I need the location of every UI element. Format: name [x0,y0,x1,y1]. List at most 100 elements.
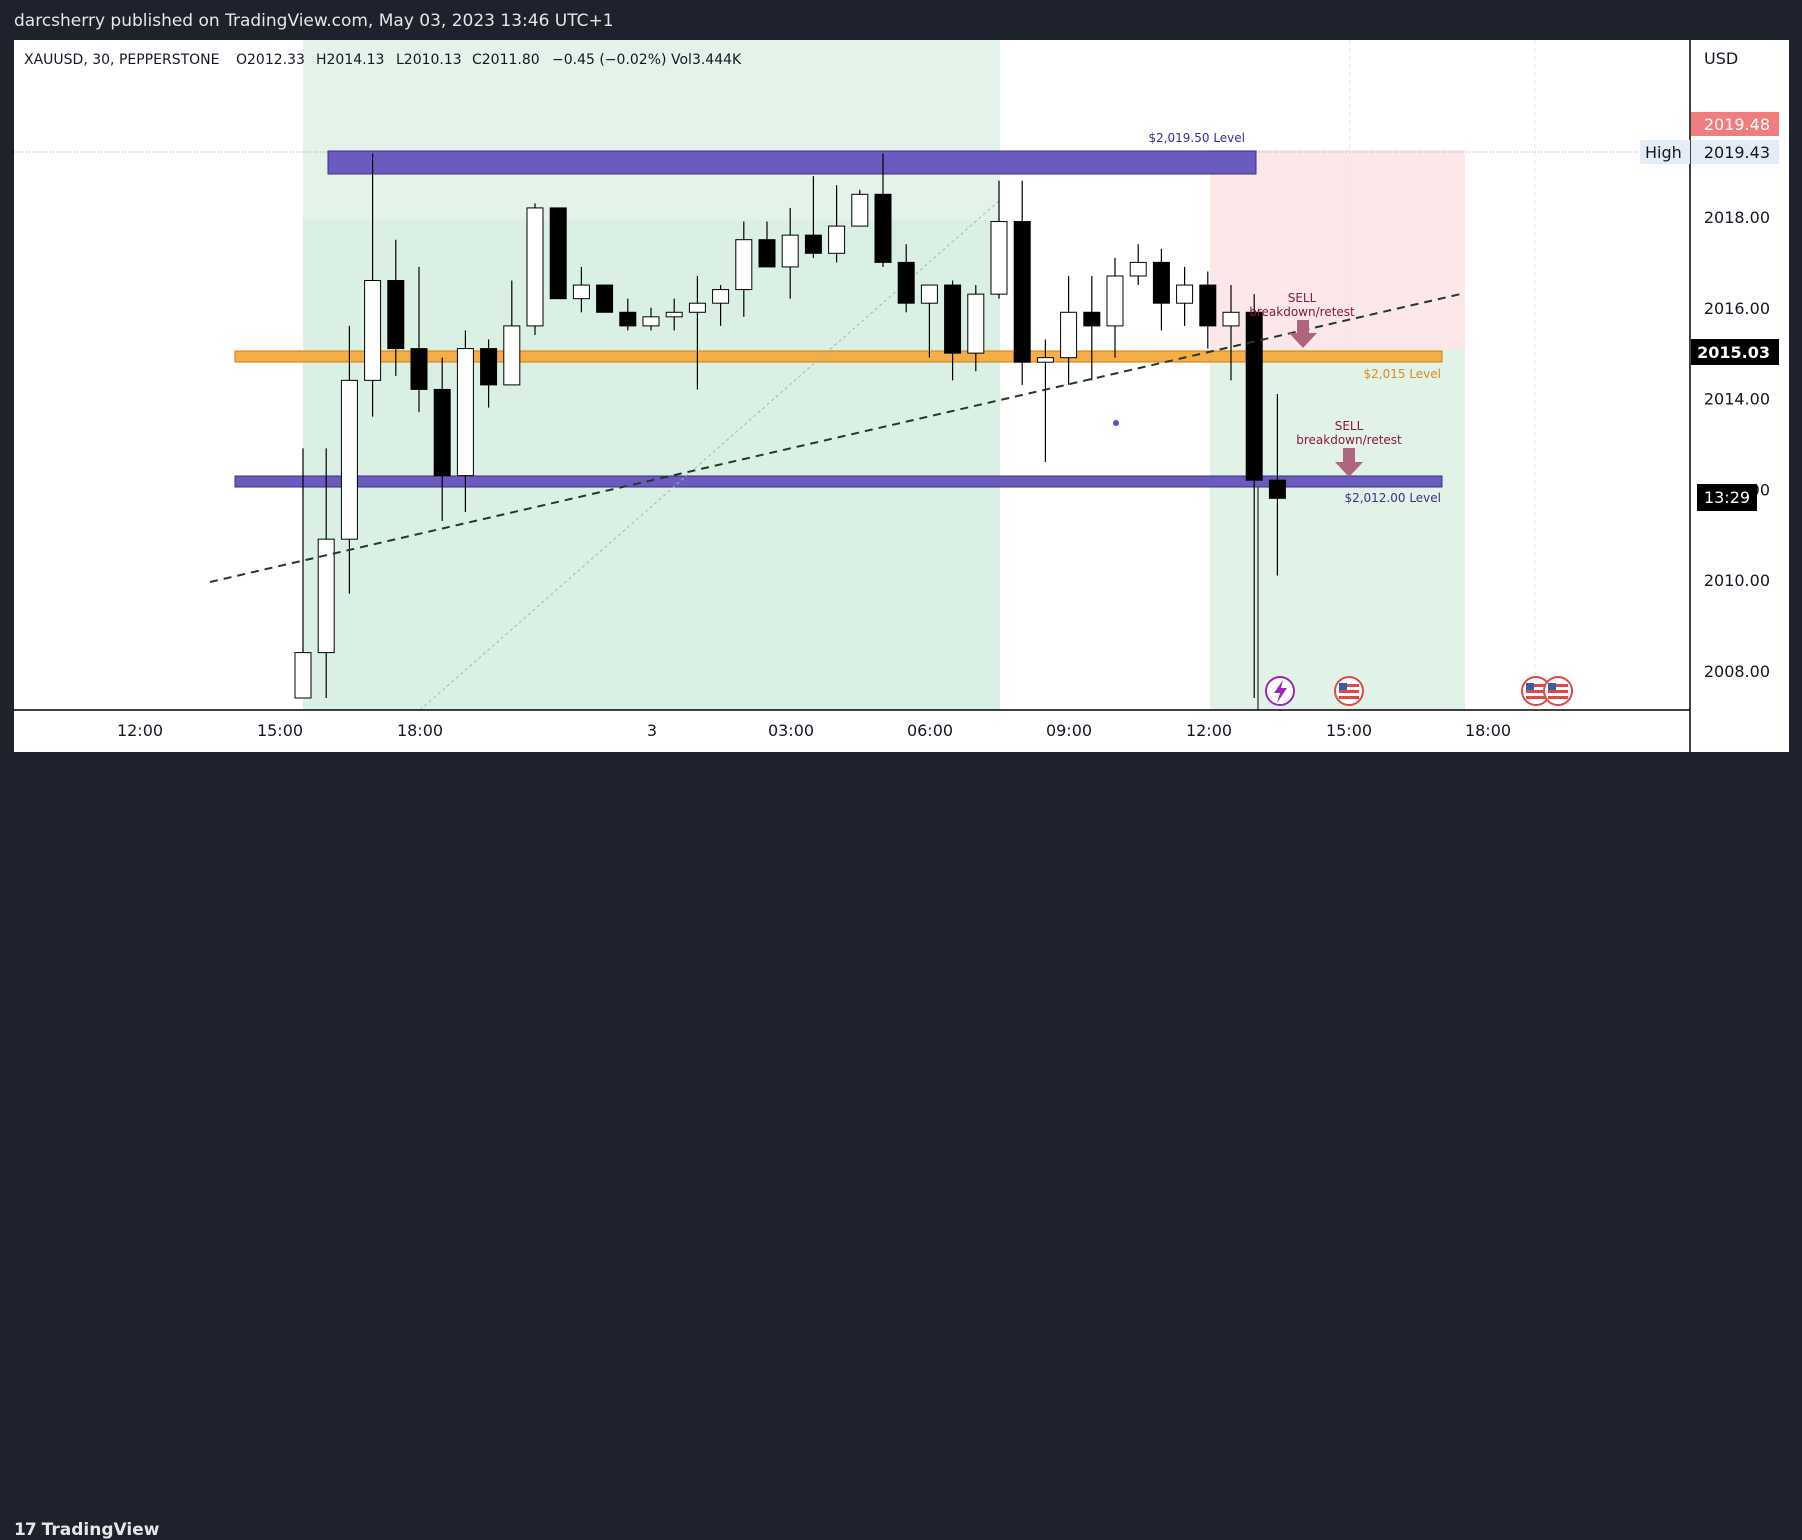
time-tick-label: 15:00 [257,721,303,740]
candle-body[interactable] [758,239,776,268]
tradingview-brand: TradingView [41,1520,160,1540]
candle-body[interactable] [1152,261,1170,304]
chart-canvas[interactable]: $2,019.50 Level $2,015 Level $2,012.00 L… [0,0,1802,802]
time-ticks[interactable]: 12:00 15:00 18:00 3 03:00 06:00 09:00 12:00 15:0… [117,721,1511,740]
sell2-sub: breakdown/retest [1296,433,1402,447]
trend-line[interactable] [209,292,1466,583]
candle-body[interactable] [619,311,637,327]
legend-high: H2014.13 [316,52,384,68]
candle-body[interactable] [1036,357,1054,363]
candle-body[interactable] [828,225,846,254]
candle-body[interactable] [1060,311,1078,359]
legend-close: C2011.80 [472,52,540,68]
legend-symbol: XAUUSD, 30, PEPPERSTONE [24,52,219,68]
last-price-text: 2015.03 [1697,343,1770,362]
sell-arrow-2 [1335,448,1363,477]
time-tick-label: 15:00 [1326,721,1372,740]
candle-body[interactable] [456,348,474,477]
candle-body[interactable] [944,284,962,354]
candle-body[interactable] [1268,479,1286,499]
candle-body[interactable] [1199,284,1217,327]
candle-body[interactable] [642,316,660,327]
candle-body[interactable] [410,348,428,390]
level-zone-low[interactable] [234,475,1443,488]
footer-bar: 17 TradingView [0,752,1802,1540]
lightning-event-icon[interactable] [1265,676,1295,706]
candle-body[interactable] [340,379,358,540]
currency-label: USD [1704,49,1738,68]
time-tick-label: 12:00 [117,721,163,740]
legend-low: L2010.13 [396,52,462,68]
sell1-sub: breakdown/retest [1249,305,1355,319]
candle-body[interactable] [503,325,521,386]
high-value-text: 2019.43 [1704,143,1770,162]
high-value-box [1691,140,1779,164]
level-zone-top[interactable] [327,150,1257,175]
time-tick-label: 12:00 [1186,721,1232,740]
candle-body[interactable] [897,261,915,304]
candle-body[interactable] [317,538,335,654]
range-zone-green-inner [303,220,1000,710]
countdown-badge [1697,484,1757,511]
candle-body[interactable] [1106,275,1124,327]
publish-line: darcsherry published on TradingView.com,… [14,11,614,31]
candle-body[interactable] [549,207,567,300]
time-tick-label: 03:00 [768,721,814,740]
level-low-label: $2,012.00 Level [1344,491,1441,505]
candle-body[interactable] [1245,311,1263,481]
price-tick-label: 2018.00 [1704,208,1770,227]
candle-body[interactable] [294,652,312,699]
candle-body[interactable] [967,293,985,354]
price-tick-label: 2016.00 [1704,299,1770,318]
candle-body[interactable] [526,207,544,327]
candle-body[interactable] [1013,221,1031,363]
price-badge-red-text: 2019.48 [1704,115,1770,134]
candle-body[interactable] [851,193,869,227]
candle-body[interactable] [1222,311,1240,327]
price-tick-label: 2014.00 [1704,390,1770,409]
price-ticks[interactable]: 2008.002010.002012.002014.002016.002018.… [1704,208,1770,681]
tradingview-icon: 17 [14,1520,37,1540]
candle-body[interactable] [1083,311,1101,327]
countdown-text: 13:29 [1704,488,1750,507]
legend-volume: Vol3.444K [671,52,742,68]
sell-arrow-1 [1289,320,1317,348]
time-tick-label: 09:00 [1046,721,1092,740]
time-tick-label: 18:00 [1465,721,1511,740]
candle-body[interactable] [688,302,706,313]
level-zone-mid[interactable] [234,350,1443,363]
candle-body[interactable] [480,348,498,386]
candle-body[interactable] [804,234,822,254]
candle-body[interactable] [433,388,451,477]
high-tag [1640,140,1690,164]
time-tick-label: 3 [647,721,657,740]
price-tick-label: 2010.00 [1704,571,1770,590]
high-tag-label: High [1645,143,1682,162]
us-flag-event-icon-2[interactable] [1521,676,1551,706]
candle-body[interactable] [990,221,1008,295]
legend-open: O2012.33 [236,52,305,68]
candle-body[interactable] [665,311,683,318]
level-top-label: $2,019.50 Level [1148,131,1245,145]
tradingview-logo[interactable]: 17 TradingView [14,1520,159,1540]
candle-body[interactable] [1176,284,1194,304]
time-tick-label: 18:00 [397,721,443,740]
us-flag-event-icon-3[interactable] [1543,676,1573,706]
candle-body[interactable] [712,289,730,304]
candle-body[interactable] [920,284,938,304]
last-price-badge [1691,339,1779,365]
legend-change: −0.45 (−0.02%) [552,52,666,68]
level-mid-label: $2,015 Level [1364,367,1441,381]
candle-body[interactable] [364,280,382,381]
candle-body[interactable] [572,284,590,300]
candle-body[interactable] [596,284,614,313]
price-tick-label: 2008.00 [1704,662,1770,681]
publish-header: darcsherry published on TradingView.com,… [0,0,1802,40]
candle-body[interactable] [781,234,799,268]
candle-body[interactable] [1129,261,1147,277]
sell2-title: SELL [1335,419,1364,433]
candle-body[interactable] [735,239,753,291]
candle-body[interactable] [387,280,405,350]
us-flag-event-icon[interactable] [1334,676,1364,706]
candle-body[interactable] [874,193,892,263]
